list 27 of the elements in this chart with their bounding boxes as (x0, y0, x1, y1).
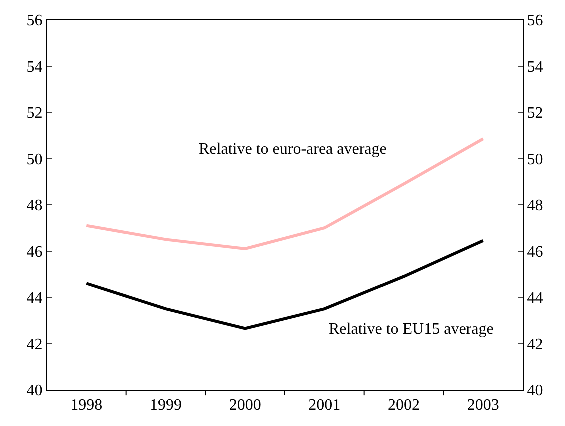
y2-tick-label: 52 (527, 105, 544, 122)
y-tick-label: 48 (26, 198, 43, 215)
y-tick-label: 46 (26, 244, 43, 261)
series-label: Relative to euro-area average (199, 141, 387, 158)
y-tick-label: 54 (26, 58, 43, 76)
y2-tick-label: 50 (527, 151, 544, 168)
x-tick-label: 2003 (467, 397, 500, 414)
y2-tick-label: 40 (527, 382, 544, 400)
series-label: Relative to EU15 average (329, 321, 494, 338)
y2-tick-label: 42 (527, 336, 544, 354)
x-tick-label: 1998 (70, 397, 103, 414)
y-tick-label: 56 (26, 12, 43, 30)
y-tick-label: 42 (26, 336, 43, 354)
y-tick-label: 44 (26, 290, 43, 308)
y2-tick-label: 54 (527, 58, 544, 76)
y-tick-label: 52 (26, 105, 43, 122)
x-tick-label: 2000 (229, 397, 262, 414)
y2-tick-label: 44 (527, 290, 544, 308)
y2-tick-label: 48 (527, 198, 544, 215)
y-tick-label: 40 (26, 382, 43, 400)
line-series (85, 138, 485, 250)
y-tick-label: 50 (26, 151, 43, 168)
x-tick-label: 2001 (308, 397, 341, 414)
x-tick-label: 2002 (388, 397, 420, 414)
x-tick-label: 1999 (150, 397, 182, 414)
y2-tick-label: 46 (527, 244, 544, 261)
y2-tick-label: 56 (527, 12, 544, 30)
